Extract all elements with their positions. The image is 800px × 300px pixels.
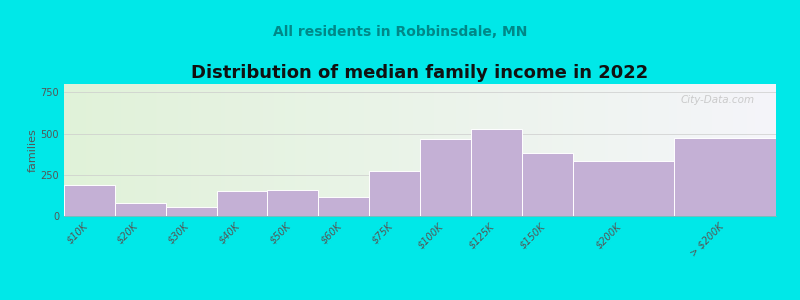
Bar: [318, 197, 369, 216]
Bar: [674, 138, 776, 216]
Bar: [420, 139, 471, 216]
Y-axis label: families: families: [28, 128, 38, 172]
Title: Distribution of median family income in 2022: Distribution of median family income in …: [191, 64, 649, 82]
Text: City-Data.com: City-Data.com: [681, 94, 754, 105]
Bar: [217, 191, 267, 216]
Bar: [64, 184, 115, 216]
Bar: [369, 171, 420, 216]
Bar: [115, 203, 166, 216]
Bar: [267, 190, 318, 216]
Bar: [573, 161, 674, 216]
Bar: [471, 128, 522, 216]
Bar: [166, 207, 217, 216]
Text: All residents in Robbinsdale, MN: All residents in Robbinsdale, MN: [273, 25, 527, 38]
Bar: [522, 153, 573, 216]
